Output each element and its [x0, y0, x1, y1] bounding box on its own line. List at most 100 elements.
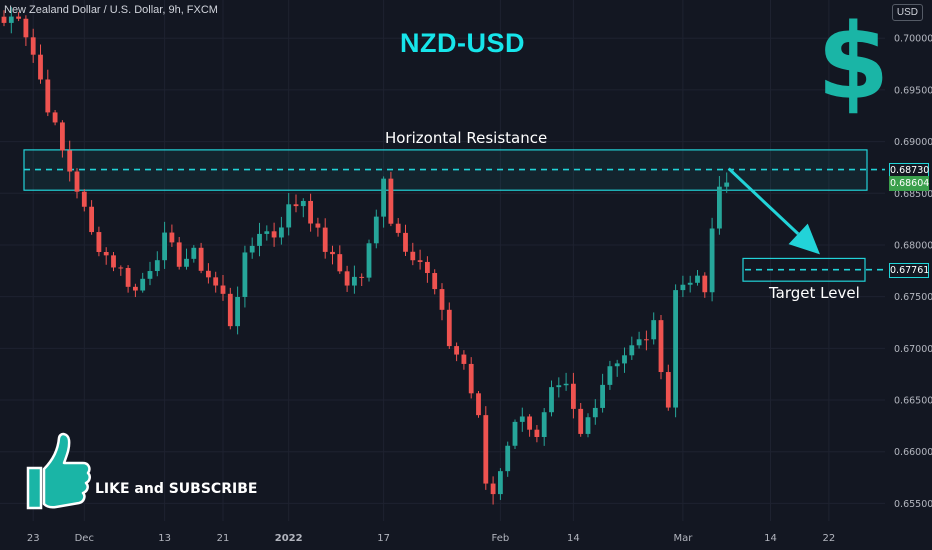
candle: [644, 330, 649, 351]
candle: [425, 256, 430, 283]
time-tick-label: 22: [823, 533, 836, 544]
candle: [198, 242, 204, 274]
candle: [622, 347, 627, 373]
candle: [709, 217, 715, 302]
candle: [133, 283, 138, 298]
candle: [52, 109, 58, 126]
candle: [359, 273, 365, 286]
candle: [476, 390, 481, 418]
price-tick-label: 0.67500: [894, 292, 932, 303]
time-tick-label: 23: [27, 533, 40, 544]
candle: [242, 245, 248, 308]
price-tick-label: 0.66500: [894, 396, 932, 407]
candle: [629, 336, 635, 360]
candle: [74, 168, 80, 199]
candle: [724, 172, 730, 193]
candle: [227, 287, 233, 330]
candle: [490, 476, 496, 505]
price-tick-label: 0.68000: [894, 240, 932, 251]
candle: [81, 189, 87, 212]
price-tick-label: 0.69500: [894, 85, 932, 96]
time-tick-label: Feb: [492, 533, 510, 544]
candle: [651, 312, 657, 345]
candle: [191, 245, 197, 263]
candle: [1, 10, 7, 27]
candle: [315, 217, 321, 237]
candle: [38, 44, 43, 84]
candle: [271, 222, 277, 247]
candle: [264, 225, 270, 241]
candle: [417, 249, 423, 270]
candle: [614, 359, 620, 377]
candle: [505, 441, 511, 477]
time-tick-label: Mar: [673, 533, 693, 544]
price-tick-label: 0.69000: [894, 137, 932, 148]
candle: [344, 265, 350, 292]
candle: [556, 377, 562, 398]
candle: [16, 12, 21, 22]
candle: [103, 247, 109, 265]
candle: [308, 193, 313, 232]
candle: [118, 265, 124, 276]
candle: [300, 198, 306, 218]
candle: [176, 236, 182, 270]
candle: [337, 245, 343, 274]
candle: [220, 275, 226, 301]
candle: [249, 237, 255, 259]
candle: [571, 372, 576, 419]
candle: [592, 399, 598, 425]
projection-arrow: [727, 167, 820, 255]
candle: [717, 176, 722, 235]
candle: [60, 120, 65, 158]
candle: [578, 402, 584, 437]
time-tick-label: 14: [567, 533, 580, 544]
candle: [439, 283, 445, 321]
candle: [293, 194, 299, 213]
candle: [257, 222, 262, 257]
symbol-title[interactable]: New Zealand Dollar / U.S. Dollar, 9h, FX…: [4, 4, 218, 16]
candle: [279, 216, 284, 245]
time-tick-label: 17: [377, 533, 390, 544]
price-tick-label: 0.68500: [894, 189, 932, 200]
candle: [549, 380, 554, 417]
candle: [235, 286, 240, 335]
time-tick-label: 13: [158, 533, 171, 544]
candle: [111, 252, 116, 272]
candle: [184, 248, 189, 270]
candle: [600, 373, 605, 413]
candle: [702, 272, 708, 298]
price-tick-label: 0.70000: [894, 34, 932, 45]
candle: [96, 226, 102, 257]
candle: [534, 425, 540, 443]
candle: [366, 239, 372, 282]
candle: [67, 140, 73, 182]
target-zone: [742, 257, 866, 282]
candle: [169, 224, 175, 247]
candle: [607, 360, 613, 390]
time-axis[interactable]: 23 Dec 13 21 2022 17 Feb 14 Mar 14 22: [27, 533, 835, 544]
candle: [89, 200, 94, 235]
candle: [30, 28, 36, 63]
candle: [658, 314, 664, 380]
candlestick-series: [1, 7, 730, 505]
candle: [498, 468, 503, 500]
candle: [322, 218, 328, 259]
price-tick-label: 0.65500: [894, 499, 932, 510]
candle: [403, 224, 408, 257]
time-tick-label: 2022: [275, 533, 303, 544]
candle: [23, 15, 29, 46]
time-tick-label: 21: [217, 533, 230, 544]
candle: [636, 331, 642, 349]
candle: [673, 284, 678, 418]
candle: [330, 245, 335, 265]
candle: [140, 272, 146, 293]
candle: [512, 419, 518, 450]
candle: [373, 209, 379, 249]
price-tick-label: 0.66000: [894, 447, 932, 458]
candle: [483, 406, 489, 490]
price-axis[interactable]: 0.70000 0.69500 0.69000 0.68500 0.68000 0.675…: [894, 34, 932, 510]
candle: [461, 350, 467, 370]
candle: [585, 413, 591, 438]
currency-badge[interactable]: USD: [891, 4, 923, 21]
